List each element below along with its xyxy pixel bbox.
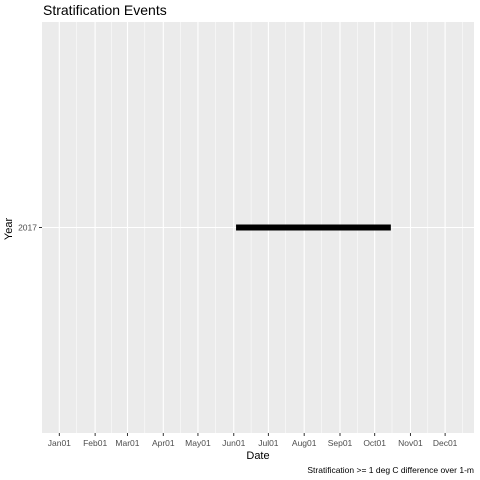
x-tick-label: May01: [185, 438, 211, 448]
x-tick-label: Jul01: [258, 438, 279, 448]
y-axis-title: Year: [3, 218, 15, 241]
chart-caption: Stratification >= 1 deg C difference ove…: [307, 465, 474, 475]
x-tick-label: Jan01: [48, 438, 71, 448]
x-axis-title: Date: [246, 450, 269, 462]
y-axis-ticks: 2017: [18, 223, 42, 233]
x-tick-label: Apr01: [152, 438, 175, 448]
chart-title: Stratification Events: [43, 2, 167, 18]
y-tick-label: 2017: [18, 223, 37, 233]
x-tick-label: Oct01: [363, 438, 386, 448]
x-tick-label: Nov01: [398, 438, 423, 448]
x-axis-ticks: Jan01 Feb01 Mar01 Apr01 May01 Jun01 Jul01 Aug01…: [48, 433, 458, 448]
x-tick-label: Feb01: [83, 438, 107, 448]
x-tick-label: Dec01: [433, 438, 458, 448]
x-tick-label: Jun01: [222, 438, 245, 448]
x-tick-label: Aug01: [292, 438, 317, 448]
x-tick-label: Sep01: [328, 438, 353, 448]
x-tick-label: Mar01: [115, 438, 139, 448]
